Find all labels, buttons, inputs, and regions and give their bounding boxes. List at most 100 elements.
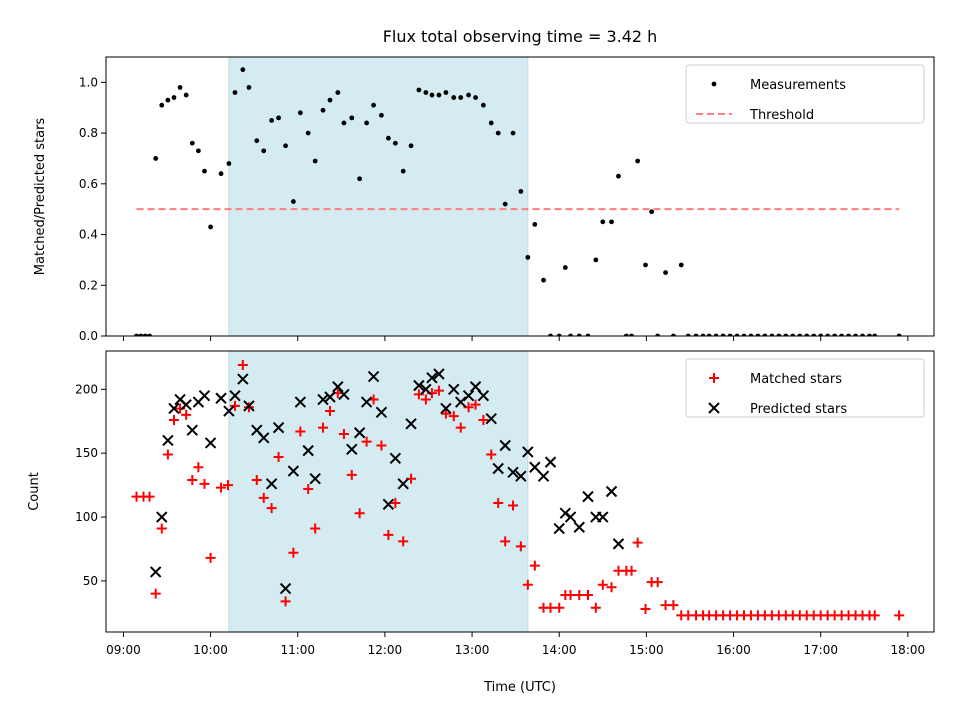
predicted-point (492, 462, 504, 475)
matched-point (223, 480, 234, 491)
data-point (720, 333, 726, 336)
data-point (600, 219, 606, 225)
predicted-point (243, 400, 255, 412)
data-point (488, 120, 494, 126)
matched-point (266, 503, 277, 514)
predicted-point (485, 412, 497, 425)
data-point (473, 95, 478, 100)
matched-point (433, 385, 444, 396)
matched-point (590, 602, 601, 613)
data-point (670, 333, 676, 336)
data-point (685, 333, 691, 336)
matched-point (150, 588, 161, 599)
matched-point (522, 579, 533, 590)
predicted-point (272, 421, 285, 434)
data-point (171, 95, 177, 100)
predicted-point (367, 370, 380, 383)
data-point (392, 140, 398, 146)
predicted-point (287, 465, 300, 477)
data-point (713, 333, 719, 336)
predicted-point (186, 424, 198, 436)
predicted-point (346, 443, 358, 456)
data-point (349, 115, 355, 121)
matched-point (199, 478, 210, 489)
matched-point (545, 602, 556, 613)
matched-point (324, 406, 335, 417)
data-point (532, 222, 538, 227)
predicted-point (324, 391, 336, 403)
predicted-point (279, 582, 292, 595)
predicted-point (440, 402, 452, 415)
predicted-point (204, 437, 217, 449)
data-point (846, 333, 851, 336)
predicted-point (294, 396, 307, 408)
data-point (825, 333, 831, 336)
predicted-point (582, 490, 594, 503)
matched-point (398, 536, 409, 547)
data-point (762, 333, 768, 336)
data-point (458, 95, 464, 100)
matched-point (162, 449, 173, 460)
predicted-point (462, 389, 475, 402)
predicted-point (537, 470, 550, 482)
predicted-point (420, 383, 432, 396)
data-point (147, 333, 152, 336)
x-axis-label: Time (UTC) (483, 680, 556, 695)
data-point (276, 115, 281, 121)
top-legend: Measurements Threshold (685, 64, 925, 124)
predicted-point (507, 466, 519, 479)
data-point (797, 333, 803, 336)
predicted-point (605, 485, 618, 498)
bottom-y-axis-label: Count (27, 472, 42, 511)
matched-point (420, 394, 431, 405)
matched-point (486, 449, 497, 460)
matched-point (338, 429, 349, 440)
legend-label: Matched stars (750, 372, 842, 387)
y-tick-label: 0.8 (79, 126, 98, 140)
matched-point (478, 414, 489, 425)
predicted-point (223, 405, 235, 417)
matched-point (597, 579, 608, 590)
predicted-point (382, 498, 395, 510)
predicted-point (317, 393, 329, 406)
data-point (451, 95, 457, 100)
predicted-point (553, 522, 565, 535)
y-tick-label: 0.2 (79, 278, 98, 292)
data-point (379, 112, 384, 118)
matched-point (440, 408, 451, 419)
data-point (663, 270, 668, 275)
matched-point (508, 500, 519, 511)
predicted-point (405, 418, 417, 430)
x-tick-label: 11:00 (280, 643, 315, 657)
legend-predicted-marker (708, 402, 720, 414)
matched-point (280, 596, 291, 607)
data-point (693, 333, 699, 336)
data-point (327, 97, 333, 103)
data-point (436, 92, 442, 98)
data-point (183, 92, 189, 98)
data-point (385, 135, 391, 141)
data-point (867, 333, 872, 336)
data-point (195, 148, 201, 154)
y-tick-label: 50 (83, 574, 98, 588)
matched-point (187, 475, 198, 486)
bottom-legend: Matched stars Predicted stars (685, 358, 925, 418)
predicted-point (499, 439, 511, 452)
data-point (818, 333, 824, 336)
matched-point (181, 409, 192, 420)
data-point (443, 90, 449, 95)
data-point (371, 102, 376, 108)
matched-point (470, 399, 481, 410)
data-point (655, 333, 661, 336)
predicted-point (258, 432, 270, 444)
matched-point (288, 547, 299, 558)
predicted-point (477, 389, 490, 402)
matched-point (376, 440, 387, 451)
matched-point (303, 483, 314, 494)
data-point (748, 333, 754, 336)
x-tick-label: 16:00 (716, 643, 751, 657)
data-point (860, 333, 865, 336)
data-point (429, 92, 435, 98)
data-point (364, 120, 370, 126)
